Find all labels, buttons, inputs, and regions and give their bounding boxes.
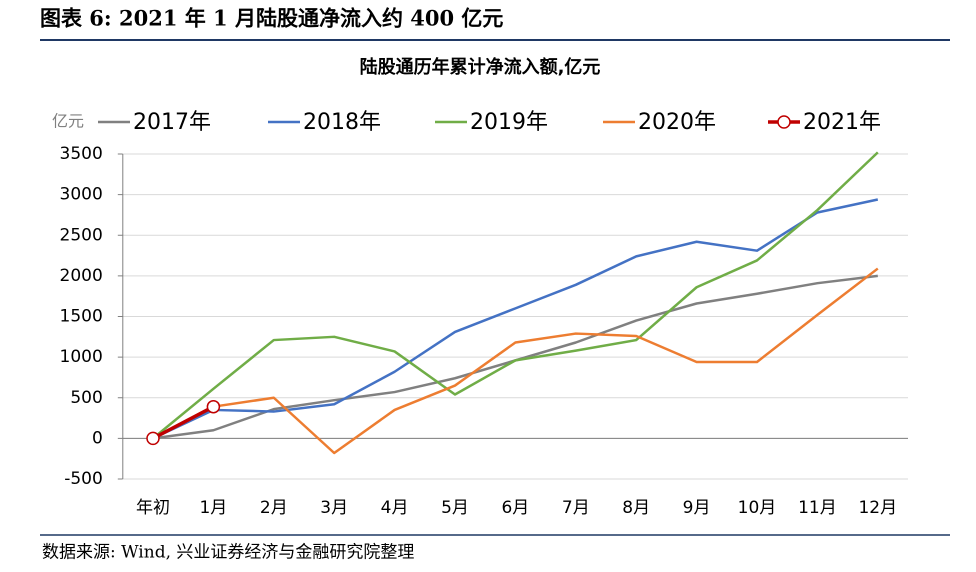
x-tick-label: 7月 [562, 498, 590, 518]
x-tick-label: 2月 [260, 498, 288, 518]
source-note: 数据来源: Wind, 兴业证券经济与金融研究院整理 [42, 543, 414, 563]
data-point [146, 431, 160, 446]
y-tick-label: 1000 [60, 347, 103, 367]
x-tick-label: 11月 [798, 498, 837, 518]
x-tick-label: 4月 [381, 498, 409, 518]
x-tick-label: 8月 [622, 498, 650, 518]
legend-label: 2019年 [470, 110, 548, 135]
y-tick-label: -500 [64, 469, 103, 489]
chart-title: 陆股通历年累计净流入额,亿元 [360, 56, 601, 78]
legend-label: 2017年 [133, 110, 211, 135]
legend-marker [777, 115, 791, 129]
x-tick-label: 9月 [683, 498, 711, 518]
y-axis-unit: 亿元 [52, 112, 84, 131]
series-line [152, 267, 879, 455]
x-tick-label: 5月 [441, 498, 469, 518]
legend-label: 2018年 [303, 110, 381, 135]
y-tick-label: 2500 [60, 225, 103, 245]
y-tick-label: 0 [92, 428, 103, 448]
legend-label: 2021年 [803, 110, 881, 135]
data-point [206, 399, 221, 414]
figure-title: 图表 6: 2021 年 1 月陆股通净流入约 400 亿元 [40, 6, 503, 31]
x-tick-label: 12月 [858, 498, 897, 518]
y-tick-label: 2000 [60, 266, 103, 286]
y-tick-label: 3000 [60, 185, 103, 205]
y-tick-label: 3500 [60, 144, 103, 164]
x-tick-label: 年初 [136, 498, 170, 518]
x-tick-label: 3月 [320, 498, 348, 518]
y-tick-label: 1500 [60, 307, 103, 327]
x-tick-label: 10月 [738, 498, 777, 518]
x-tick-label: 1月 [199, 498, 227, 518]
x-tick-label: 6月 [501, 498, 529, 518]
series-line [152, 151, 879, 440]
series-line [152, 405, 215, 440]
series-line [152, 198, 879, 440]
legend-label: 2020年 [638, 110, 716, 135]
y-tick-label: 500 [70, 388, 102, 408]
